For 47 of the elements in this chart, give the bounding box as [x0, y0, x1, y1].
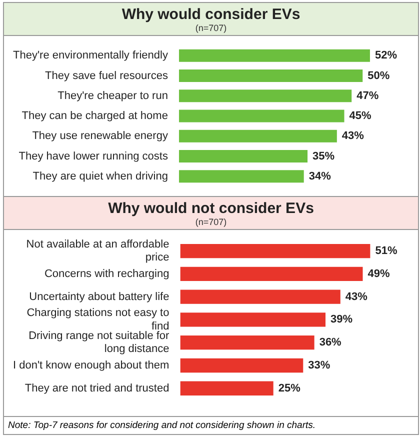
bar — [178, 150, 308, 162]
y-tick-label: They're environmentally friendly — [12, 50, 168, 62]
bar — [180, 381, 274, 396]
data-label: 25% — [278, 382, 301, 394]
bar — [178, 170, 304, 183]
bar — [178, 90, 352, 102]
y-tick-label: They are quiet when driving — [32, 170, 168, 182]
bar — [180, 244, 370, 258]
y-tick-label: Driving range not suitable for long distance — [28, 330, 170, 356]
bar — [180, 358, 304, 373]
y-tick-label: They can be charged at home — [22, 110, 168, 122]
chart-title: Why would not consider EVs — [107, 200, 315, 217]
data-label: 50% — [368, 70, 390, 82]
chart-subtitle: (n=707) — [194, 217, 228, 227]
y-tick-label: They use renewable energy — [32, 130, 168, 142]
data-label: 45% — [349, 110, 372, 122]
chart-title: Why would consider EVs — [120, 6, 302, 23]
bar — [178, 110, 344, 122]
data-label: 47% — [356, 90, 379, 102]
data-label: 34% — [308, 170, 332, 182]
bar — [180, 266, 363, 282]
y-tick-label: Uncertainty about battery life — [29, 290, 170, 303]
data-label: 43% — [342, 130, 364, 142]
y-tick-label: Not available at an affordable price — [26, 238, 170, 264]
y-tick-label: Concerns with recharging — [44, 268, 170, 280]
bar — [180, 312, 326, 327]
text: Note: Top-7 reasons for considering and not considering shown in charts. — [4, 416, 418, 434]
y-tick-label: They save fuel resources — [45, 70, 168, 82]
data-label: 43% — [345, 290, 368, 303]
y-tick-label: They're cheaper to run — [58, 90, 168, 102]
y-tick-label: They have lower running costs — [18, 150, 168, 162]
bar — [178, 49, 370, 62]
bar — [180, 290, 340, 304]
data-label: 52% — [374, 50, 398, 62]
bar — [178, 70, 363, 82]
data-label: 36% — [319, 336, 342, 349]
y-tick-label: They are not tried and trusted — [24, 382, 170, 394]
chart-subtitle: (n=707) — [194, 23, 228, 33]
data-label: 49% — [368, 268, 390, 280]
data-label: 39% — [330, 314, 353, 326]
y-tick-label: Charging stations not easy to find — [26, 307, 170, 332]
data-label: 33% — [308, 360, 330, 372]
bar — [180, 335, 314, 350]
data-label: 35% — [312, 150, 335, 162]
data-label: 51% — [375, 245, 398, 258]
bar — [178, 130, 337, 142]
y-tick-label: I don't know enough about them — [12, 360, 170, 372]
